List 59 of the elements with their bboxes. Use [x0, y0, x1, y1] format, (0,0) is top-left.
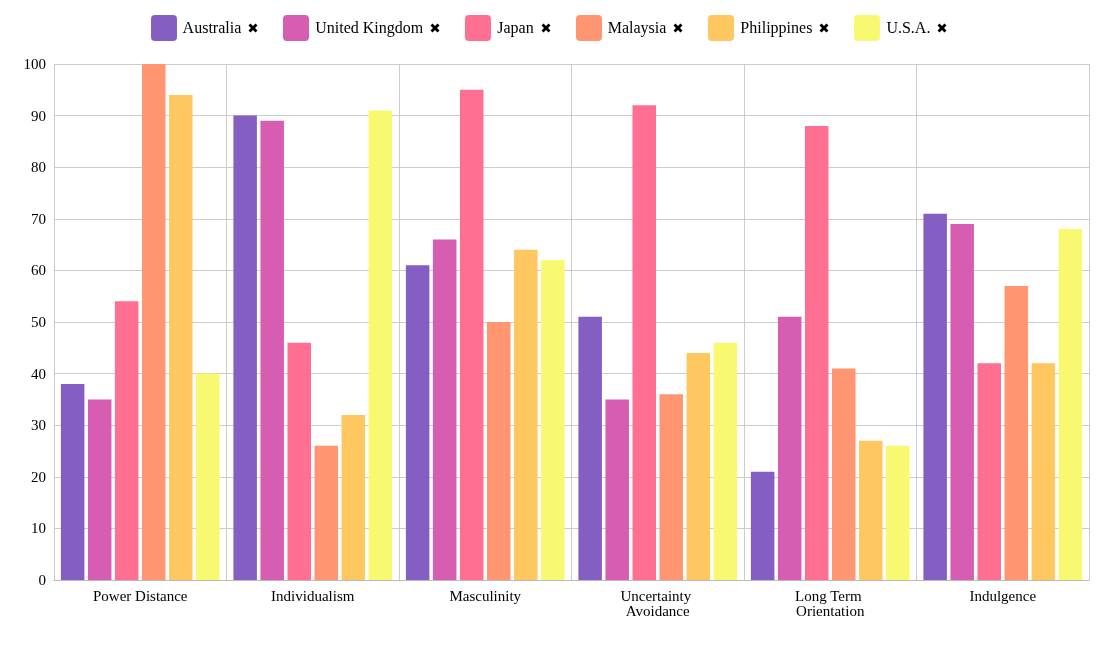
legend-label: Japan	[497, 19, 534, 37]
x-tick-label: Masculinity	[449, 587, 522, 604]
bar	[142, 64, 166, 580]
bar	[686, 352, 711, 580]
x-tick-label: Individualism	[271, 587, 355, 604]
bar	[750, 471, 775, 580]
bar	[950, 223, 974, 580]
bar	[1058, 229, 1083, 580]
bar	[713, 342, 738, 580]
y-tick-label: 30	[31, 417, 46, 434]
bar	[923, 213, 947, 580]
legend-label: Australia	[182, 19, 242, 37]
bar	[260, 120, 284, 580]
bar	[605, 399, 629, 580]
x-tick-label: Uncertainty Avoidance	[620, 587, 696, 619]
x-tick-label: Long Term Orientation	[795, 587, 866, 619]
x-tick-label: Power Distance	[92, 587, 188, 604]
y-tick-label: 10	[31, 520, 46, 537]
legend-label: United Kingdom	[315, 19, 424, 37]
bar	[541, 260, 565, 580]
bar	[804, 125, 829, 580]
x-tick-label: Indulgence	[969, 587, 1037, 604]
y-tick-label: 20	[31, 468, 46, 485]
legend-label: U.S.A.	[886, 19, 931, 37]
bar	[405, 265, 430, 580]
bar	[977, 363, 1001, 580]
bar	[1031, 363, 1056, 580]
bar	[859, 440, 883, 580]
bar	[341, 414, 366, 580]
bar	[487, 322, 511, 580]
y-tick-label: 100	[23, 56, 46, 72]
bar	[832, 368, 856, 580]
bar	[514, 249, 538, 580]
bar	[368, 110, 393, 580]
bar	[169, 94, 193, 580]
y-tick-label: 80	[31, 159, 46, 176]
bar	[287, 342, 311, 580]
y-tick-label: 50	[31, 314, 46, 330]
y-tick-label: 90	[31, 107, 46, 124]
bar	[578, 316, 602, 580]
bar	[659, 394, 684, 580]
y-tick-label: 60	[31, 262, 46, 279]
bar	[632, 105, 656, 580]
bar	[432, 239, 457, 580]
y-tick-label: 0	[38, 572, 46, 588]
bar	[1004, 285, 1029, 580]
bar	[196, 373, 220, 580]
bar	[87, 399, 112, 580]
bar	[459, 89, 484, 580]
bar	[114, 301, 139, 580]
legend-label: Philippines	[740, 19, 813, 37]
bar	[233, 115, 257, 580]
y-tick-label: 70	[31, 210, 46, 227]
bar	[777, 316, 802, 580]
legend-label: Malaysia	[607, 19, 667, 37]
bar	[886, 445, 910, 580]
bar	[60, 383, 85, 580]
y-tick-label: 40	[31, 365, 46, 382]
bar	[314, 445, 339, 580]
